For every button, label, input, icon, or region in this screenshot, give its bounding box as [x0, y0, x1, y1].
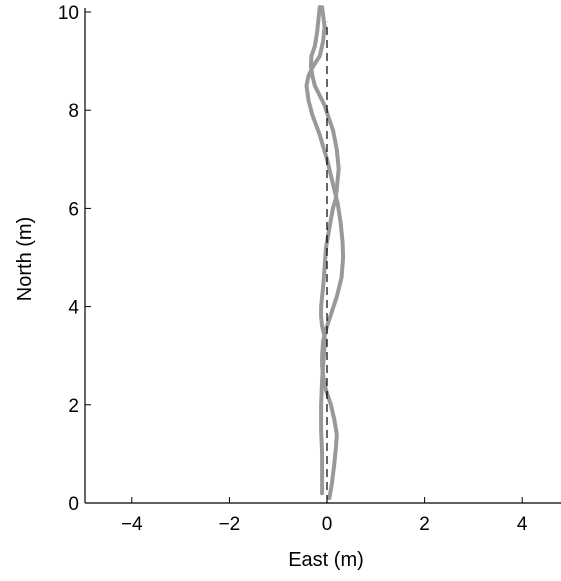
y-tick-label: 10 — [58, 3, 79, 24]
x-tick-label: 0 — [322, 514, 333, 535]
y-tick-label: 6 — [68, 199, 79, 220]
axes: −4 −2 0 2 4 0 2 4 6 8 10 — [58, 3, 561, 535]
x-tick-label: −2 — [219, 514, 241, 535]
trajectory-line-2 — [304, 5, 346, 501]
axis-labels: East (m) North (m) — [14, 217, 364, 571]
plot-area — [304, 5, 346, 503]
x-tick-label: −4 — [121, 514, 143, 535]
x-axis-label: East (m) — [288, 549, 364, 571]
y-tick-label: 0 — [68, 494, 79, 515]
y-tick-label: 2 — [68, 396, 79, 417]
y-axis-label: North (m) — [14, 217, 36, 301]
y-tick-label: 4 — [68, 298, 79, 319]
y-tick-label: 8 — [68, 101, 79, 122]
x-tick-label: 2 — [419, 514, 430, 535]
x-tick-label: 4 — [517, 514, 528, 535]
